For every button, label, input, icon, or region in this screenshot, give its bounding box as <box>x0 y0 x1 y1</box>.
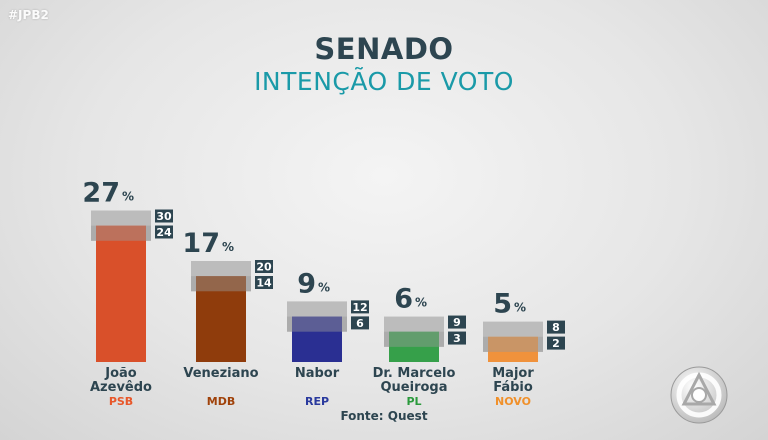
min-box <box>351 316 369 330</box>
value-unit: % <box>122 190 134 204</box>
candidate-name: Dr. Marcelo <box>373 366 456 381</box>
value-label: 6 <box>394 284 413 315</box>
value-unit: % <box>318 280 330 294</box>
range-band-overlay <box>483 336 543 352</box>
min-box <box>448 331 466 345</box>
min-label: 24 <box>156 226 172 239</box>
max-box <box>155 209 173 223</box>
min-label: 3 <box>453 332 461 345</box>
value-label: 27 <box>82 178 120 209</box>
bar <box>389 331 439 362</box>
max-box <box>255 260 273 273</box>
min-box <box>547 336 565 350</box>
range-band-overlay <box>287 316 347 332</box>
max-label: 9 <box>453 316 461 329</box>
range-band-overlay <box>191 276 251 292</box>
max-box <box>448 315 466 329</box>
max-label: 30 <box>156 210 172 223</box>
min-label: 2 <box>552 337 560 350</box>
party-label: NOVO <box>495 395 531 408</box>
bar <box>196 276 246 362</box>
bar <box>292 316 342 362</box>
source-note: Fonte: Quest <box>340 409 428 423</box>
min-box <box>155 225 173 239</box>
tv-network-logo-icon <box>670 366 728 424</box>
value-label: 5 <box>493 289 512 320</box>
bar <box>96 225 146 362</box>
candidate-name-line2: Queiroga <box>381 380 448 395</box>
party-label: REP <box>305 395 329 408</box>
value-unit: % <box>222 240 234 254</box>
candidate-name-line2: Azevêdo <box>90 380 152 395</box>
min-label: 14 <box>256 277 272 290</box>
max-label: 12 <box>352 301 367 314</box>
candidate-name: Veneziano <box>183 366 258 381</box>
max-label: 20 <box>256 261 272 274</box>
value-unit: % <box>415 296 427 310</box>
min-label: 6 <box>356 317 364 330</box>
party-label: MDB <box>207 395 235 408</box>
chart-subtitle: INTENÇÃO DE VOTO <box>254 67 514 96</box>
candidate-name: Major <box>492 366 534 381</box>
channel-hashtag: #JPB2 <box>8 8 49 22</box>
bar <box>488 336 538 362</box>
candidate-name: Nabor <box>295 366 340 381</box>
value-label: 9 <box>297 268 316 299</box>
max-box <box>351 300 369 314</box>
value-label: 17 <box>182 228 220 259</box>
party-label: PL <box>406 395 421 408</box>
range-band-overlay <box>91 225 151 241</box>
candidate-name: João <box>104 366 137 381</box>
party-label: PSB <box>109 395 133 408</box>
max-box <box>547 320 565 334</box>
range-band-overlay <box>384 331 444 347</box>
candidate-name-line2: Fábio <box>493 380 533 395</box>
chart-title: SENADO <box>314 32 454 66</box>
value-unit: % <box>514 301 526 315</box>
max-label: 8 <box>552 321 560 334</box>
min-box <box>255 276 273 289</box>
